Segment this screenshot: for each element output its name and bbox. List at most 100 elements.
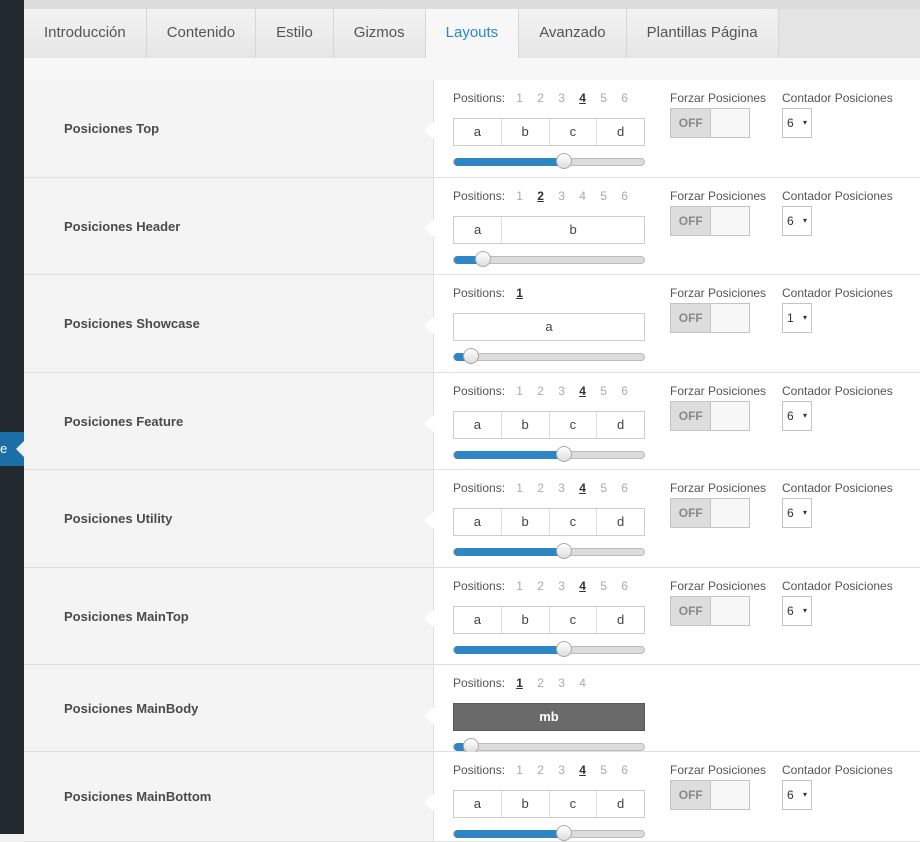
positions-option[interactable]: 2 <box>537 481 544 495</box>
positions-counter-select[interactable]: 6 ▾ <box>782 596 812 626</box>
position-block[interactable]: b <box>569 222 577 237</box>
position-block[interactable]: b <box>502 509 550 535</box>
positions-counter-select[interactable]: 6 ▾ <box>782 108 812 138</box>
positions-option[interactable]: 3 <box>558 384 565 398</box>
position-block[interactable]: d <box>617 124 625 139</box>
active-menu-item[interactable]: e <box>0 432 24 466</box>
positions-option[interactable]: 6 <box>621 189 628 203</box>
force-positions-toggle[interactable]: OFF <box>670 401 750 431</box>
positions-counter-select[interactable]: 6 ▾ <box>782 498 812 528</box>
positions-option[interactable]: 4 <box>579 189 586 203</box>
positions-slider[interactable] <box>453 825 645 841</box>
force-positions-toggle[interactable]: OFF <box>670 498 750 528</box>
positions-option[interactable]: 5 <box>600 91 607 105</box>
force-positions-toggle[interactable]: OFF <box>670 303 750 333</box>
position-block[interactable]: b <box>502 412 550 438</box>
position-block[interactable]: c <box>550 119 598 145</box>
positions-option[interactable]: 5 <box>600 384 607 398</box>
position-block[interactable]: a <box>454 217 503 243</box>
positions-option[interactable]: 4 <box>579 384 586 398</box>
position-block[interactable]: a <box>545 319 553 334</box>
tab-introducci-n[interactable]: Introducción <box>24 9 147 58</box>
positions-counter-select[interactable]: 6 ▾ <box>782 780 812 810</box>
positions-option[interactable]: 6 <box>621 481 628 495</box>
positions-option[interactable]: 5 <box>600 579 607 593</box>
positions-option[interactable]: 1 <box>516 189 523 203</box>
positions-option[interactable]: 3 <box>558 481 565 495</box>
positions-option[interactable]: 3 <box>558 763 565 777</box>
positions-option[interactable]: 2 <box>537 763 544 777</box>
tab-plantillas-p-gina[interactable]: Plantillas Página <box>626 9 779 58</box>
positions-slider[interactable] <box>453 348 645 364</box>
positions-option[interactable]: 5 <box>600 189 607 203</box>
position-block[interactable]: mb <box>539 709 559 724</box>
positions-option[interactable]: 5 <box>600 763 607 777</box>
position-block[interactable]: a <box>454 119 502 145</box>
positions-option[interactable]: 1 <box>516 286 523 300</box>
slider-handle[interactable] <box>556 641 573 657</box>
positions-counter-select[interactable]: 6 ▾ <box>782 401 812 431</box>
slider-handle[interactable] <box>556 543 573 559</box>
positions-option[interactable]: 6 <box>621 91 628 105</box>
position-block[interactable]: c <box>550 412 598 438</box>
position-block[interactable]: a <box>454 412 502 438</box>
positions-option[interactable]: 5 <box>600 481 607 495</box>
positions-option[interactable]: 4 <box>579 481 586 495</box>
position-block[interactable]: b <box>502 119 550 145</box>
positions-option[interactable]: 3 <box>558 579 565 593</box>
position-block[interactable]: b <box>502 607 550 633</box>
tab-gizmos[interactable]: Gizmos <box>333 9 426 58</box>
positions-option[interactable]: 2 <box>537 189 544 203</box>
force-positions-toggle[interactable]: OFF <box>670 596 750 626</box>
position-block[interactable]: a <box>454 509 502 535</box>
slider-handle[interactable] <box>463 348 480 364</box>
positions-option[interactable]: 2 <box>537 384 544 398</box>
positions-slider[interactable] <box>453 738 645 754</box>
tab-avanzado[interactable]: Avanzado <box>519 9 627 58</box>
position-block[interactable]: b <box>502 791 550 817</box>
positions-counter-select[interactable]: 1 ▾ <box>782 303 812 333</box>
slider-handle[interactable] <box>474 251 491 267</box>
tab-layouts[interactable]: Layouts <box>425 9 520 58</box>
position-block[interactable]: a <box>454 791 502 817</box>
slider-handle[interactable] <box>556 446 573 462</box>
positions-option[interactable]: 2 <box>537 676 544 690</box>
positions-option[interactable]: 1 <box>516 579 523 593</box>
tab-estilo[interactable]: Estilo <box>256 9 334 58</box>
positions-option[interactable]: 2 <box>537 579 544 593</box>
position-block[interactable]: c <box>550 791 598 817</box>
positions-option[interactable]: 1 <box>516 384 523 398</box>
position-block[interactable]: d <box>617 417 625 432</box>
positions-option[interactable]: 6 <box>621 763 628 777</box>
positions-option[interactable]: 6 <box>621 384 628 398</box>
position-block[interactable]: c <box>550 607 598 633</box>
position-block[interactable]: d <box>617 514 625 529</box>
positions-counter-select[interactable]: 6 ▾ <box>782 206 812 236</box>
positions-option[interactable]: 3 <box>558 189 565 203</box>
slider-handle[interactable] <box>556 825 573 841</box>
positions-option[interactable]: 4 <box>579 763 586 777</box>
positions-option[interactable]: 6 <box>621 579 628 593</box>
positions-option[interactable]: 3 <box>558 676 565 690</box>
positions-option[interactable]: 4 <box>579 676 586 690</box>
positions-slider[interactable] <box>453 446 645 462</box>
positions-option[interactable]: 1 <box>516 91 523 105</box>
position-block[interactable]: c <box>550 509 598 535</box>
positions-option[interactable]: 4 <box>579 91 586 105</box>
force-positions-toggle[interactable]: OFF <box>670 780 750 810</box>
positions-option[interactable]: 1 <box>516 676 523 690</box>
force-positions-toggle[interactable]: OFF <box>670 108 750 138</box>
positions-slider[interactable] <box>453 543 645 559</box>
positions-option[interactable]: 1 <box>516 481 523 495</box>
positions-option[interactable]: 3 <box>558 91 565 105</box>
position-block[interactable]: d <box>617 796 625 811</box>
position-block[interactable]: d <box>617 612 625 627</box>
force-positions-toggle[interactable]: OFF <box>670 206 750 236</box>
positions-slider[interactable] <box>453 641 645 657</box>
positions-option[interactable]: 2 <box>537 91 544 105</box>
position-block[interactable]: a <box>454 607 502 633</box>
positions-option[interactable]: 1 <box>516 763 523 777</box>
positions-slider[interactable] <box>453 251 645 267</box>
slider-handle[interactable] <box>556 153 573 169</box>
tab-contenido[interactable]: Contenido <box>146 9 257 58</box>
